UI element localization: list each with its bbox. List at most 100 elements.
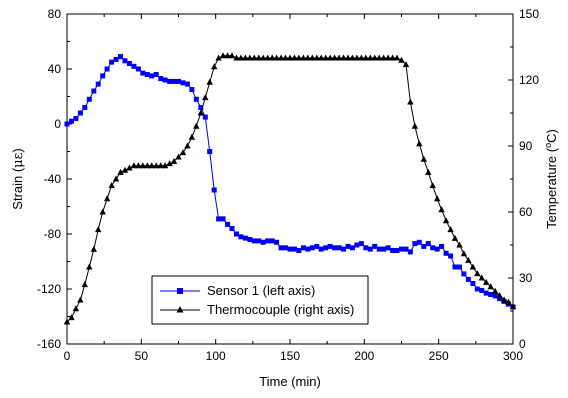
data-point-sensor1 xyxy=(278,245,284,251)
data-point-sensor1 xyxy=(162,77,168,83)
data-point-sensor1 xyxy=(229,226,235,231)
data-point-sensor1 xyxy=(425,241,431,247)
data-point-sensor1 xyxy=(488,292,494,297)
data-point-thermocouple xyxy=(233,54,240,61)
data-point-sensor1 xyxy=(198,105,204,110)
data-point-thermocouple xyxy=(184,142,191,149)
data-point-sensor1 xyxy=(412,241,418,247)
data-point-thermocouple xyxy=(90,245,97,252)
data-point-thermocouple xyxy=(112,175,120,182)
data-point-thermocouple xyxy=(376,54,383,61)
data-point-thermocouple xyxy=(496,292,503,299)
series-layer xyxy=(63,52,517,325)
data-point-sensor1 xyxy=(176,78,181,84)
data-point-thermocouple xyxy=(509,303,517,310)
data-point-sensor1 xyxy=(153,72,159,77)
data-point-sensor1 xyxy=(251,238,257,244)
legend: Sensor 1 (left axis) Thermocouple (right… xyxy=(151,275,369,325)
data-point-thermocouple xyxy=(318,54,325,61)
data-point-sensor1 xyxy=(242,235,248,241)
data-point-thermocouple xyxy=(126,164,133,171)
data-point-thermocouple xyxy=(117,168,124,175)
data-point-thermocouple xyxy=(309,54,316,61)
data-point-sensor1 xyxy=(82,105,88,110)
data-point-sensor1 xyxy=(421,243,427,249)
data-point-sensor1 xyxy=(135,66,141,72)
data-point-thermocouple xyxy=(135,162,142,169)
right-y-axis-title-text: Temperature ( xyxy=(544,147,559,229)
data-point-thermocouple xyxy=(331,54,338,61)
left-y-tick-label: -80 xyxy=(44,227,62,241)
data-point-thermocouple xyxy=(474,270,481,277)
data-point-thermocouple xyxy=(157,162,164,169)
x-tick-label: 250 xyxy=(429,349,449,363)
data-point-sensor1 xyxy=(69,118,74,124)
data-point-thermocouple xyxy=(326,54,334,61)
data-point-thermocouple xyxy=(77,296,84,303)
data-point-sensor1 xyxy=(158,76,164,82)
data-point-sensor1 xyxy=(122,58,128,64)
series-line-sensor1 xyxy=(66,55,514,308)
data-point-thermocouple xyxy=(219,52,227,59)
data-point-thermocouple xyxy=(211,63,218,70)
data-point-thermocouple xyxy=(442,217,450,224)
left-y-tick-label: 80 xyxy=(48,7,62,21)
data-point-thermocouple xyxy=(121,166,129,173)
data-point-sensor1 xyxy=(318,246,324,252)
data-point-thermocouple xyxy=(197,109,204,116)
x-tick-label: 0 xyxy=(64,349,71,363)
data-point-sensor1 xyxy=(144,72,150,77)
data-point-sensor1 xyxy=(341,246,346,252)
data-point-thermocouple xyxy=(313,54,320,61)
data-point-sensor1 xyxy=(439,243,445,249)
data-point-sensor1 xyxy=(225,221,231,227)
data-point-sensor1 xyxy=(443,250,449,256)
data-point-sensor1 xyxy=(113,56,119,62)
data-point-thermocouple xyxy=(393,54,401,61)
data-point-sensor1 xyxy=(323,245,329,251)
data-point-thermocouple xyxy=(139,162,146,169)
data-point-thermocouple xyxy=(153,162,160,169)
data-point-sensor1 xyxy=(403,246,409,252)
data-point-thermocouple xyxy=(416,140,423,147)
data-point-thermocouple xyxy=(398,56,405,63)
x-axis-ticks: 0 50 100 150 200 250 300 xyxy=(64,14,523,363)
legend-label-sensor1: Sensor 1 (left axis) xyxy=(207,283,315,298)
data-point-thermocouple xyxy=(264,54,271,61)
data-point-sensor1 xyxy=(91,88,97,94)
data-point-sensor1 xyxy=(399,246,404,252)
data-point-sensor1 xyxy=(497,296,503,302)
data-point-thermocouple xyxy=(215,54,222,61)
data-point-sensor1 xyxy=(367,246,373,252)
right-y-tick-label: 30 xyxy=(519,271,533,285)
data-point-thermocouple xyxy=(456,241,463,248)
data-point-thermocouple xyxy=(478,274,485,281)
data-point-sensor1 xyxy=(274,239,280,245)
data-point-thermocouple xyxy=(500,296,508,303)
data-point-sensor1 xyxy=(416,239,422,245)
data-point-thermocouple xyxy=(130,162,138,169)
data-point-thermocouple xyxy=(99,208,106,215)
data-point-thermocouple xyxy=(420,155,427,162)
data-point-sensor1 xyxy=(292,246,297,252)
data-point-sensor1 xyxy=(95,81,101,87)
data-point-sensor1 xyxy=(345,243,351,249)
data-point-sensor1 xyxy=(358,241,364,247)
data-point-sensor1 xyxy=(247,237,253,242)
data-point-sensor1 xyxy=(470,281,476,286)
data-point-sensor1 xyxy=(126,61,132,66)
data-point-thermocouple xyxy=(148,162,155,169)
data-point-sensor1 xyxy=(149,73,155,79)
data-point-thermocouple xyxy=(469,263,477,270)
data-point-thermocouple xyxy=(358,54,365,61)
data-point-sensor1 xyxy=(394,248,400,253)
data-point-sensor1 xyxy=(86,96,92,102)
data-point-sensor1 xyxy=(167,78,173,84)
data-point-thermocouple xyxy=(86,263,93,270)
data-point-thermocouple xyxy=(483,278,490,285)
data-point-thermocouple xyxy=(202,94,209,101)
x-tick-label: 200 xyxy=(354,349,374,363)
data-point-sensor1 xyxy=(327,243,333,249)
data-point-sensor1 xyxy=(140,70,146,76)
data-point-thermocouple xyxy=(282,54,289,61)
